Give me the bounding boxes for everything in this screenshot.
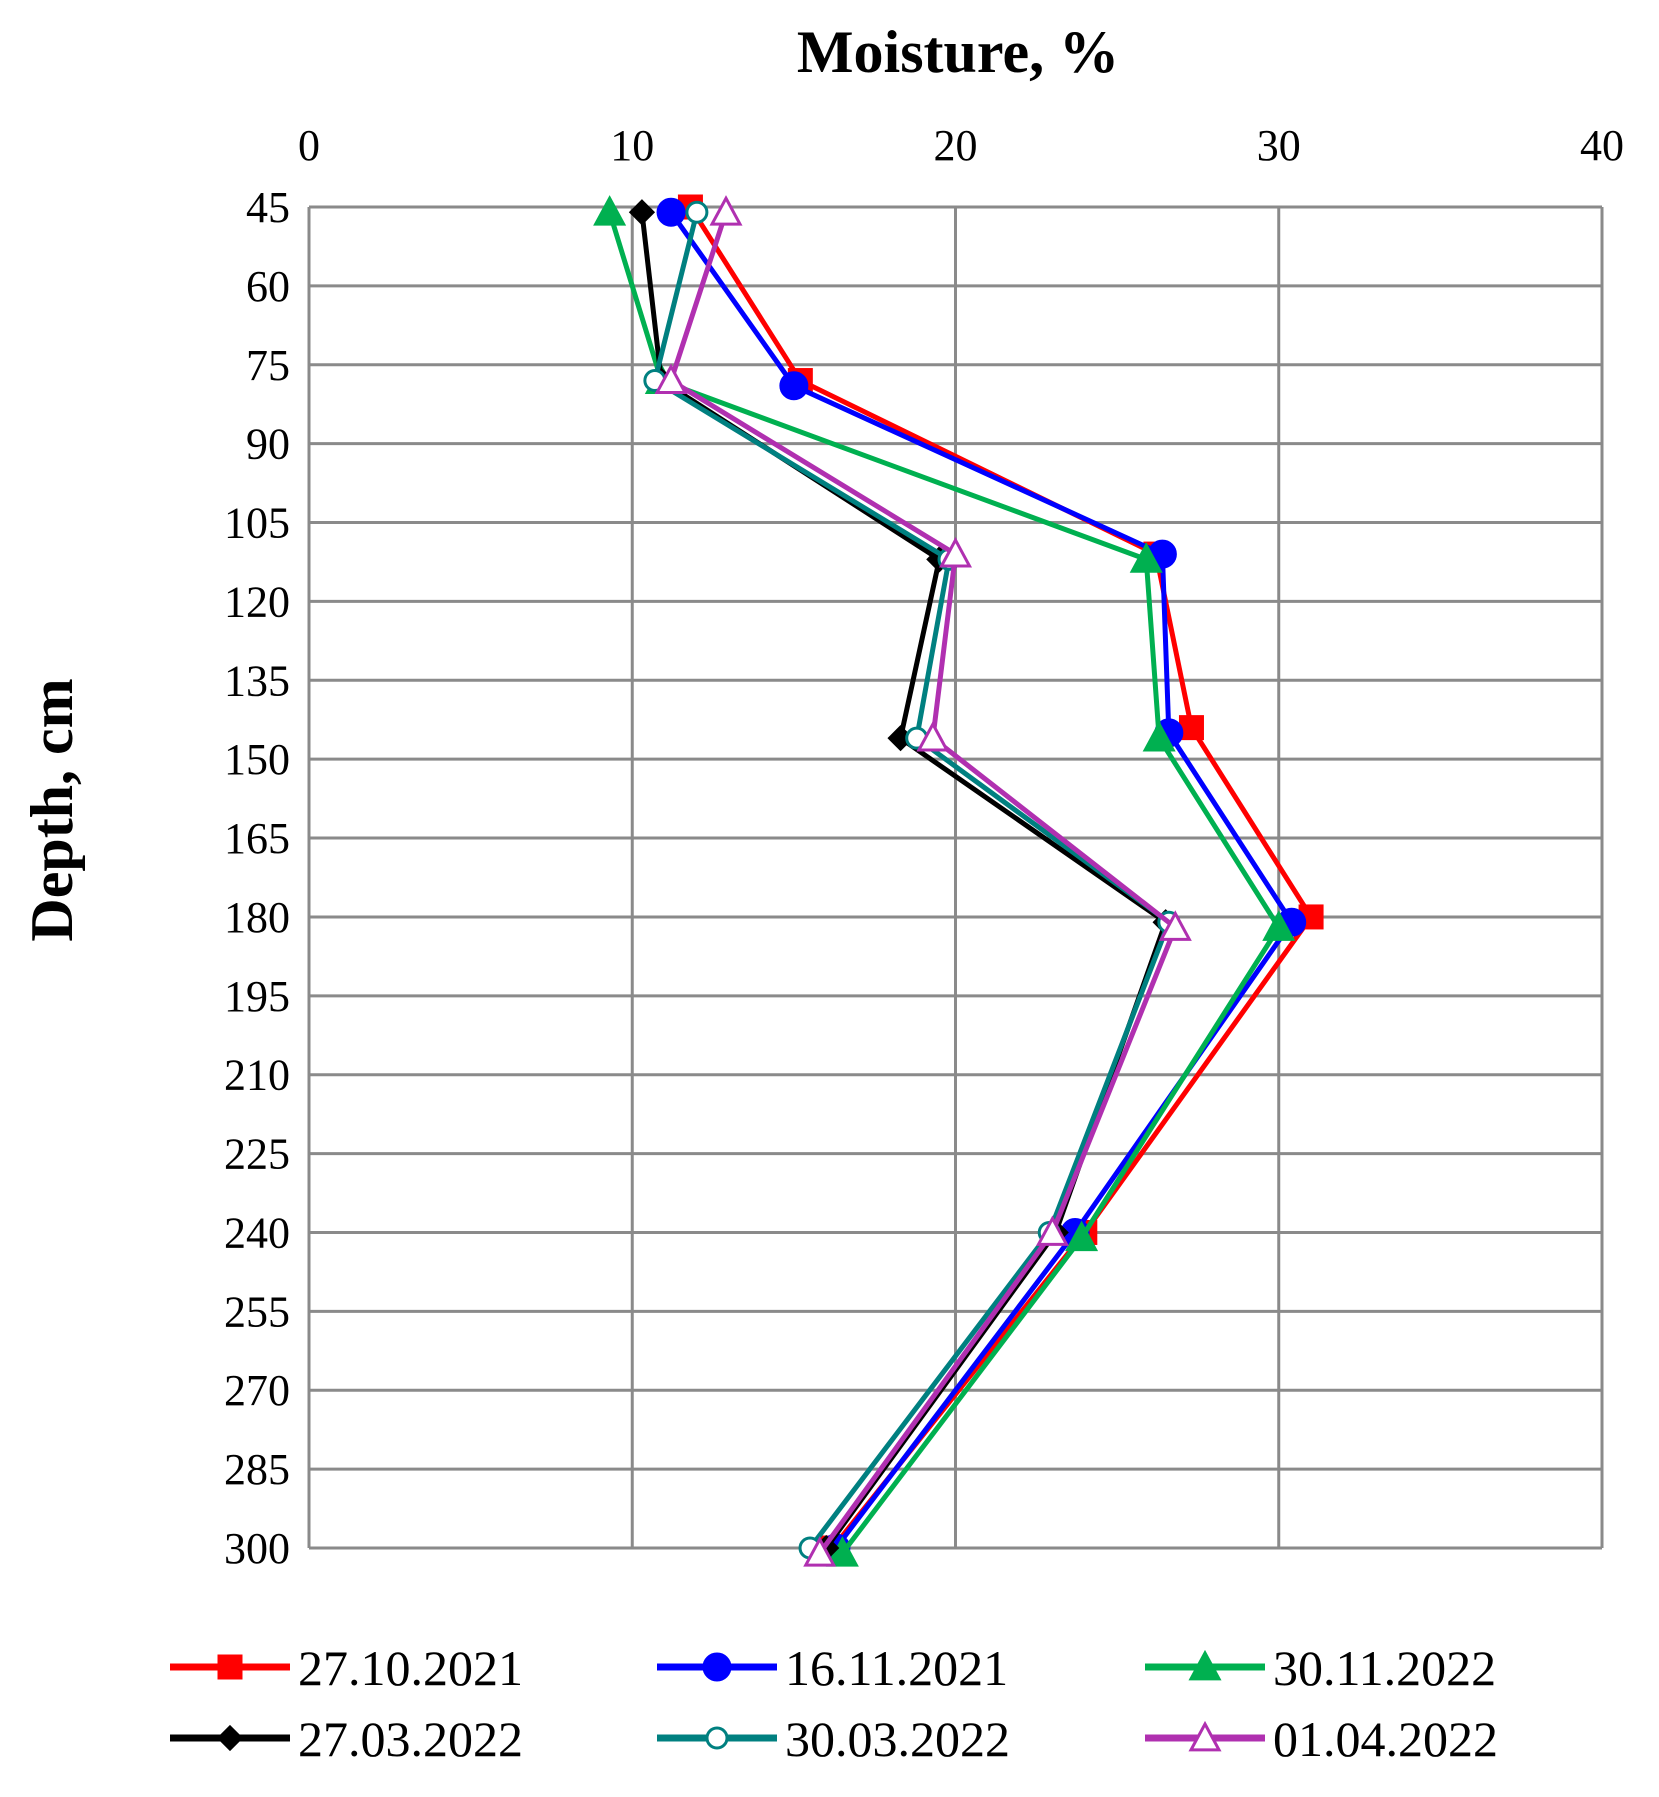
data-point-5-4 <box>1158 910 1192 941</box>
legend-marker-0 <box>217 1654 243 1680</box>
y-tick-label-2: 75 <box>246 341 290 390</box>
legend: 27.10.2021 16.11.2021 30.11.2022 27.03.2022… <box>170 1640 1498 1767</box>
data-point-5-2 <box>938 536 973 568</box>
data-point-2-6 <box>825 1536 859 1567</box>
series-1 <box>656 197 1307 1563</box>
legend-label-4: 30.03.2022 <box>785 1711 1010 1767</box>
y-tick-label-14: 255 <box>224 1287 290 1336</box>
y-tick-label-17: 300 <box>224 1524 290 1573</box>
legend-label-3: 27.03.2022 <box>298 1711 523 1767</box>
y-tick-label-13: 240 <box>224 1208 290 1257</box>
y-tick-label-4: 105 <box>224 499 290 548</box>
data-point-2-3 <box>1142 720 1176 752</box>
data-point-5-3 <box>916 720 950 752</box>
legend-item-3: 27.03.2022 <box>170 1711 523 1767</box>
data-point-2-0 <box>593 195 627 226</box>
data-point-2-4 <box>1262 910 1296 941</box>
y-tick-label-9: 180 <box>224 893 290 942</box>
legend-item-4: 30.03.2022 <box>657 1711 1010 1767</box>
x-tick-labels: 0 10 20 30 40 <box>298 121 1624 170</box>
data-point-1-0 <box>656 197 686 227</box>
legend-label-1: 16.11.2021 <box>785 1640 1008 1696</box>
y-tick-label-5: 120 <box>224 577 290 626</box>
x-tick-label-0: 0 <box>298 121 320 170</box>
legend-item-5: 01.04.2022 <box>1145 1711 1498 1767</box>
x-tick-label-1: 10 <box>610 121 654 170</box>
y-tick-label-11: 210 <box>224 1051 290 1100</box>
legend-item-0: 27.10.2021 <box>170 1640 523 1696</box>
legend-marker-3 <box>216 1724 244 1752</box>
legend-marker-1 <box>702 1652 732 1682</box>
y-tick-label-7: 150 <box>224 735 290 784</box>
y-tick-label-3: 90 <box>246 420 290 469</box>
legend-label-0: 27.10.2021 <box>298 1640 523 1696</box>
data-point-3-0 <box>628 199 656 226</box>
data-point-2-2 <box>1129 542 1163 573</box>
y-tick-label-12: 225 <box>224 1130 290 1179</box>
legend-marker-4 <box>705 1726 729 1750</box>
data-point-5-6 <box>803 1536 837 1567</box>
y-tick-label-6: 135 <box>224 656 290 705</box>
data-point-5-5 <box>1035 1215 1069 1246</box>
data-point-1-1 <box>779 371 809 401</box>
series-5 <box>654 195 1192 1567</box>
data-point-2-5 <box>1065 1220 1099 1252</box>
grid <box>307 205 1604 1550</box>
series-line-4 <box>652 211 1172 1550</box>
legend-marker-5 <box>1188 1720 1222 1752</box>
legend-label-5: 01.04.2022 <box>1273 1711 1498 1767</box>
y-tick-label-8: 165 <box>224 814 290 863</box>
series-lines <box>593 194 1324 1567</box>
y-axis-title: Depth, cm <box>19 678 85 941</box>
y-tick-label-10: 195 <box>224 972 290 1021</box>
series-line-1 <box>668 210 1295 1550</box>
data-point-4-0 <box>685 200 709 224</box>
x-axis-title: Moisture, % <box>797 19 1119 85</box>
x-tick-label-4: 40 <box>1580 121 1624 170</box>
y-tick-label-15: 270 <box>224 1366 290 1415</box>
x-tick-label-3: 30 <box>1257 121 1301 170</box>
x-tick-label-2: 20 <box>934 121 978 170</box>
legend-item-1: 16.11.2021 <box>657 1640 1008 1696</box>
data-point-5-1 <box>654 363 688 394</box>
y-tick-labels: 45 60 75 90 105 120 135 150 165 180 195 210 225 240 25… <box>224 183 290 1573</box>
data-point-5-0 <box>709 195 743 226</box>
y-tick-label-16: 285 <box>224 1445 290 1494</box>
series-0 <box>677 194 1324 1561</box>
legend-label-2: 30.11.2022 <box>1273 1640 1496 1696</box>
legend-marker-2 <box>1188 1649 1222 1681</box>
y-tick-label-1: 60 <box>246 262 290 311</box>
data-point-0-3 <box>1178 715 1204 741</box>
legend-item-2: 30.11.2022 <box>1145 1640 1496 1696</box>
y-tick-label-0: 45 <box>246 183 290 232</box>
